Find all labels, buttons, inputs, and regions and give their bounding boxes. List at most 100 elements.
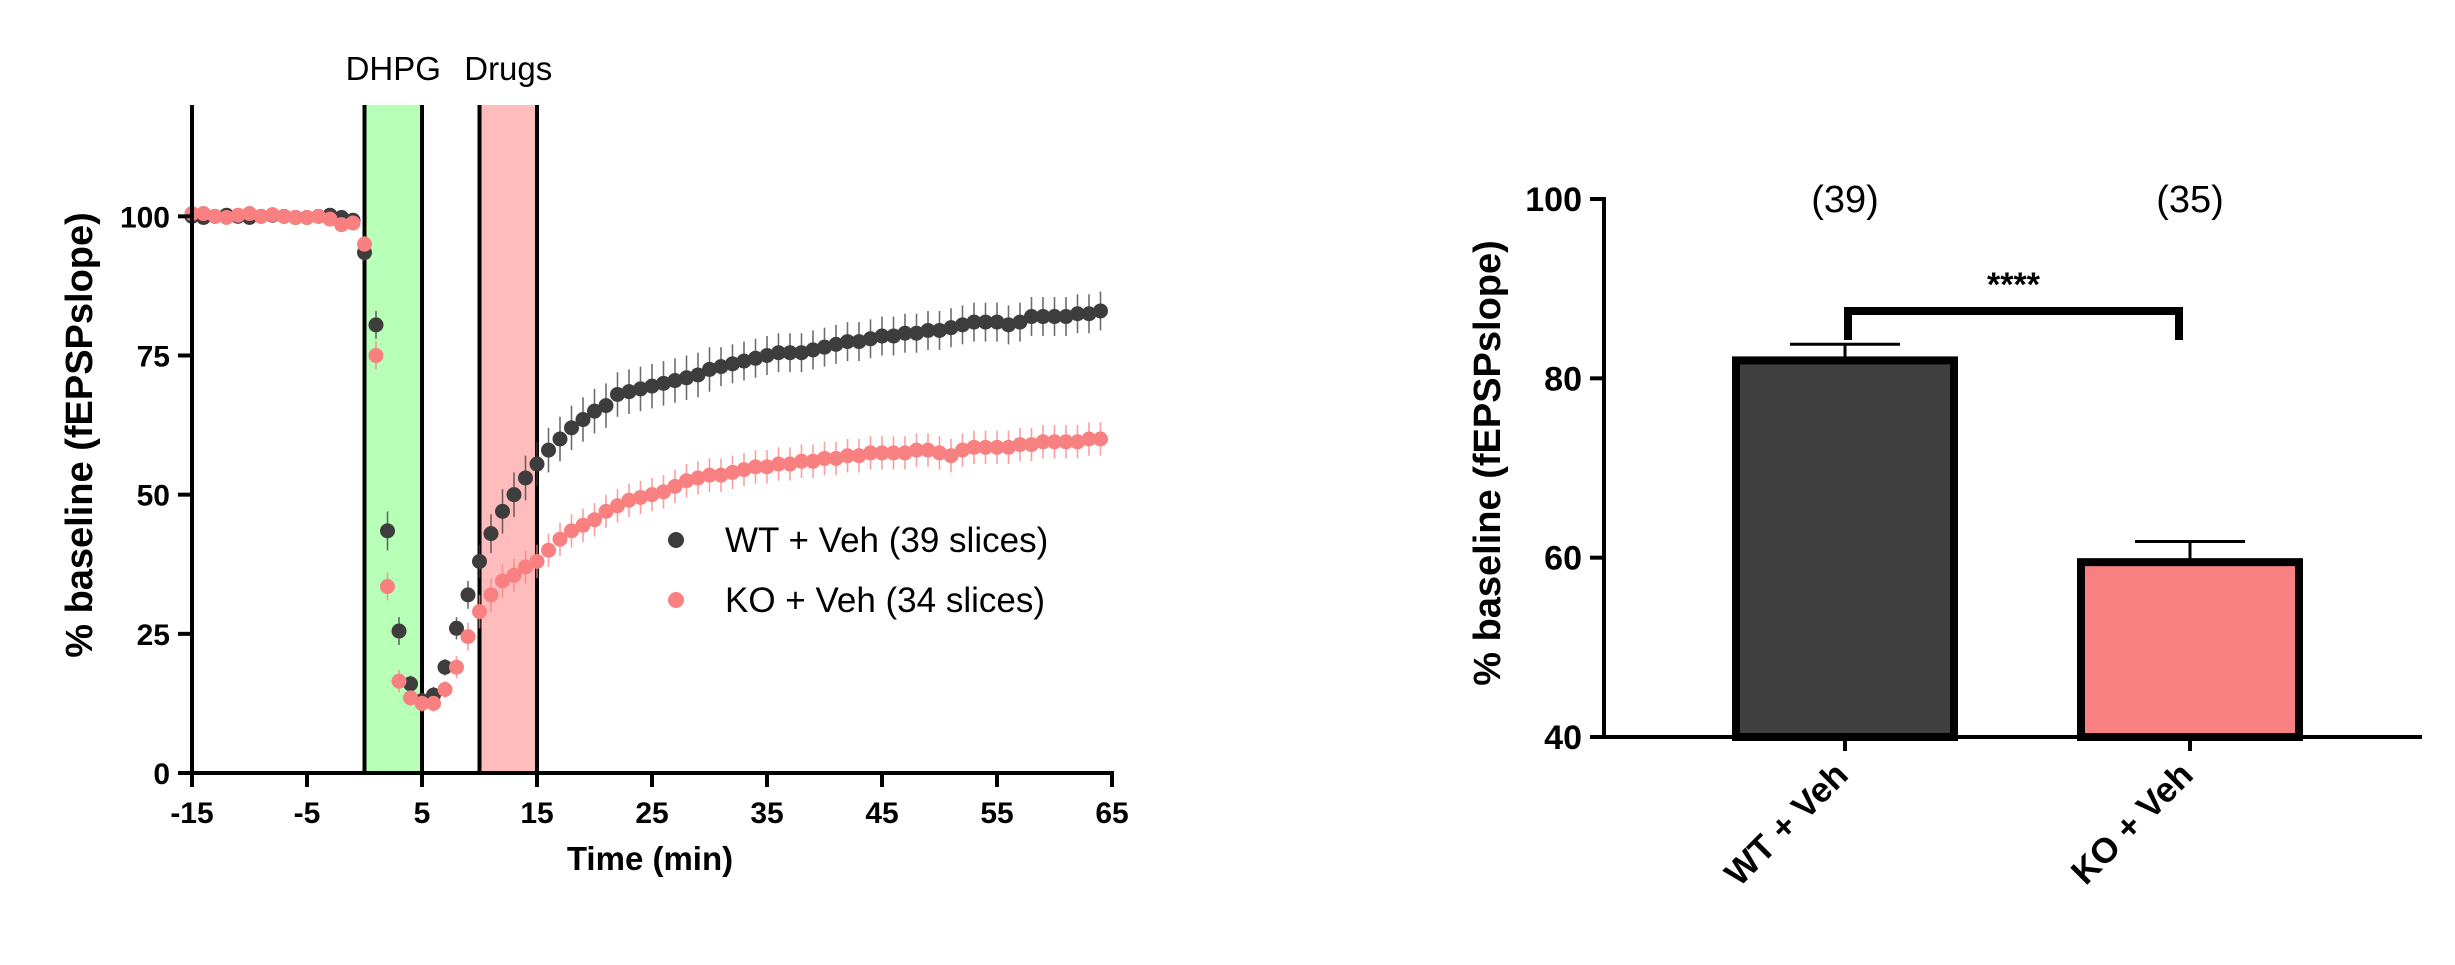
data-point (679, 473, 694, 489)
category-label: WT + Veh (1717, 755, 1855, 893)
data-point (805, 342, 821, 358)
data-point (932, 445, 947, 461)
data-point (598, 398, 614, 414)
data-point (506, 567, 522, 583)
legend-marker (668, 532, 684, 548)
bar-chart-axes (1602, 197, 2422, 739)
data-point (794, 453, 809, 469)
data-point (955, 442, 970, 458)
y-tick-labels: 40 60 80 100 (1525, 181, 1604, 757)
data-point (575, 517, 591, 533)
y-tick-label: 100 (120, 201, 170, 234)
data-point (690, 367, 706, 383)
data-point (863, 445, 878, 461)
data-point (529, 553, 545, 569)
data-point (736, 353, 752, 369)
data-point (610, 498, 625, 514)
data-point (1024, 437, 1039, 453)
bar-chart-panel: 40 60 80 100 WT + Veh KO + Veh (39) (35) ****… (1467, 179, 2422, 893)
data-point (403, 676, 418, 692)
data-point (495, 503, 510, 519)
x-tick-label: -5 (294, 797, 321, 830)
y-tick-label: 40 (1544, 719, 1582, 757)
data-point (483, 526, 499, 542)
data-point (460, 629, 476, 645)
x-tick-label: -15 (170, 797, 213, 830)
data-point (817, 339, 832, 355)
data-point (322, 211, 338, 227)
data-point (1012, 314, 1028, 330)
data-point (449, 659, 464, 675)
data-point (840, 334, 855, 350)
data-point (1093, 431, 1108, 447)
data-point (368, 317, 384, 333)
data-point (851, 334, 867, 350)
data-point (391, 623, 407, 639)
data-point (1070, 306, 1085, 322)
data-point (621, 492, 637, 508)
x-tick-label: 45 (865, 797, 898, 830)
region-label-drugs: Drugs (464, 50, 552, 87)
data-point (345, 215, 361, 231)
data-point (897, 325, 913, 341)
data-point (230, 207, 246, 223)
data-point (265, 207, 280, 223)
data-point (805, 453, 821, 469)
data-point (874, 328, 890, 344)
bar-2 (2077, 558, 2303, 742)
data-point (472, 604, 487, 620)
data-point (932, 322, 947, 338)
data-points (184, 206, 1108, 711)
bar-1 (1732, 356, 1958, 741)
shaded-region-2 (479, 105, 537, 773)
error-bars (191, 210, 1102, 712)
x-axis-label: Time (min) (567, 840, 733, 877)
data-point (748, 350, 763, 366)
data-point (978, 439, 993, 455)
significance-bracket: **** (1844, 266, 2183, 340)
data-point (196, 206, 211, 222)
data-point (621, 384, 637, 400)
data-point (897, 445, 913, 461)
data-point (610, 386, 625, 402)
data-point (1081, 306, 1097, 322)
bars (1732, 342, 2303, 742)
y-tick-labels: 0 25 50 75 100 (120, 201, 192, 791)
data-point (449, 620, 464, 636)
data-point (1058, 309, 1074, 325)
data-point (656, 375, 671, 391)
data-point (518, 470, 533, 486)
data-point (966, 314, 982, 330)
data-point (1093, 303, 1108, 319)
data-point (909, 442, 924, 458)
data-point (242, 206, 257, 222)
x-tick-labels: -15 -5 5 15 25 35 45 55 65 (170, 773, 1129, 830)
data-point (851, 448, 867, 464)
bracket-line (1844, 307, 2183, 340)
data-point (874, 445, 890, 461)
x-tick-label: 65 (1095, 797, 1128, 830)
legend-entry: WT + Veh (39 slices) (725, 521, 1048, 560)
data-point (552, 431, 568, 447)
data-point (794, 345, 809, 361)
data-point (771, 345, 786, 361)
data-point (276, 208, 292, 224)
data-point (598, 503, 614, 519)
data-point (518, 559, 533, 575)
data-point (368, 348, 384, 363)
data-point (391, 673, 407, 689)
data-point (690, 470, 706, 486)
n-label: (35) (2156, 179, 2224, 221)
data-point (978, 314, 993, 330)
data-point (529, 456, 545, 472)
data-point (782, 456, 798, 472)
y-tick-label: 80 (1544, 360, 1582, 398)
data-point (863, 331, 878, 347)
y-tick-label: 0 (153, 758, 170, 791)
data-point (886, 445, 901, 461)
data-point (1001, 439, 1016, 455)
y-axis-label: % baseline (fEPSPslope) (59, 212, 101, 658)
data-point (840, 448, 855, 464)
data-point (817, 450, 832, 466)
